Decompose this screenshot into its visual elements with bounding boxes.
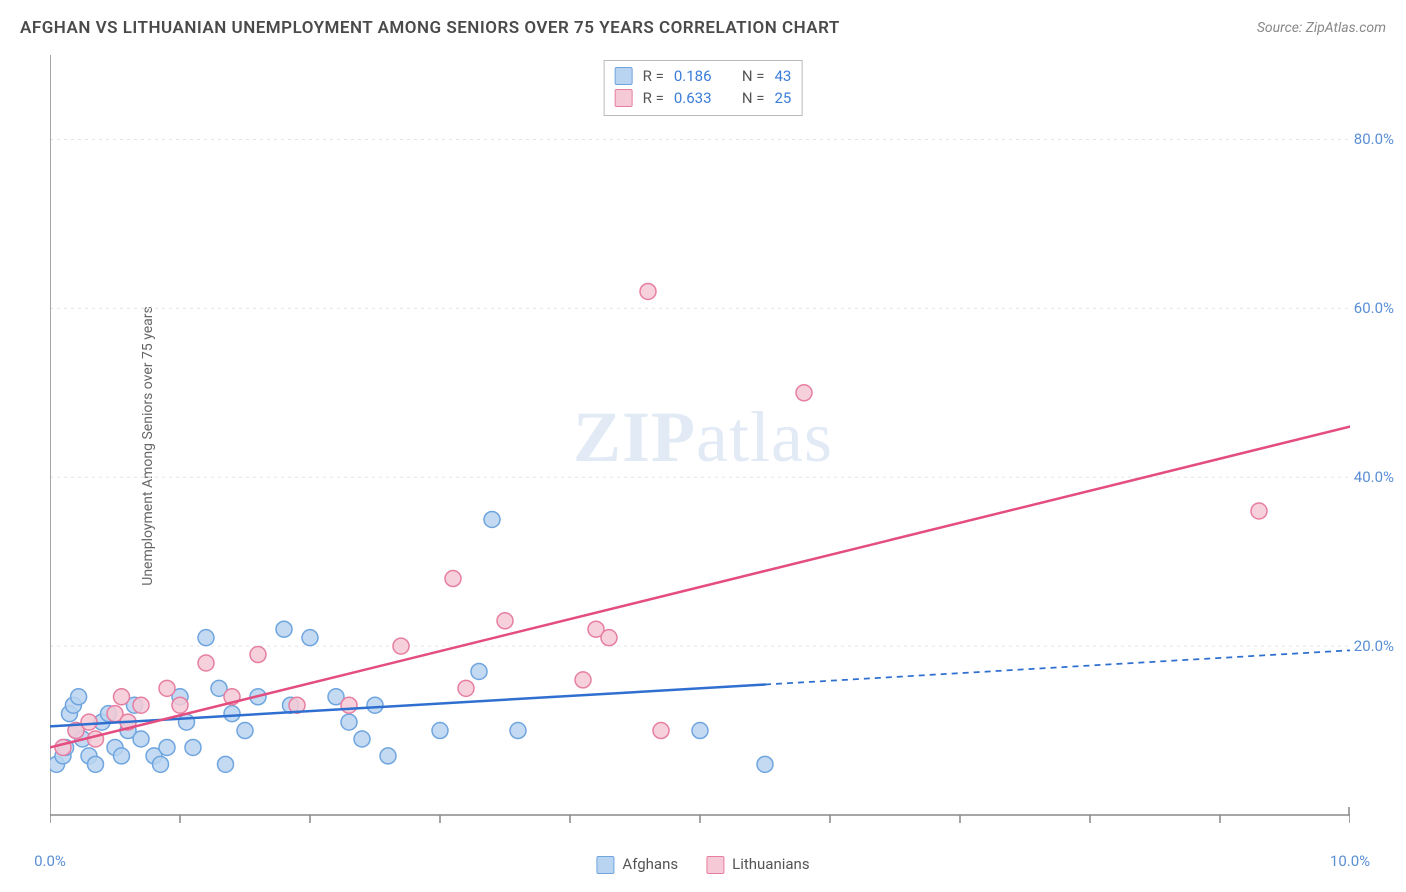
r-label: R = (643, 65, 664, 87)
x-tick-label-right: 10.0% (1330, 852, 1370, 870)
legend-row-afghans: R = 0.186 N = 43 (615, 65, 792, 87)
y-tick-label: 20.0% (1354, 637, 1394, 655)
r-label: R = (643, 87, 664, 109)
chart-title: AFGHAN VS LITHUANIAN UNEMPLOYMENT AMONG … (20, 18, 840, 38)
plot-svg (50, 55, 1350, 835)
n-value-lithuanians: 25 (774, 87, 791, 109)
r-value-lithuanians: 0.633 (674, 87, 726, 109)
legend-item-lithuanians: Lithuanians (706, 855, 809, 874)
n-value-afghans: 43 (774, 65, 791, 87)
swatch-lithuanians-icon (706, 856, 724, 874)
legend-label-afghans: Afghans (622, 855, 678, 873)
y-tick-label: 60.0% (1354, 299, 1394, 317)
swatch-lithuanians (615, 89, 633, 107)
plot-area (50, 55, 1350, 835)
swatch-afghans-icon (596, 856, 614, 874)
source-label: Source: ZipAtlas.com (1257, 20, 1386, 36)
r-value-afghans: 0.186 (674, 65, 726, 87)
legend-row-lithuanians: R = 0.633 N = 25 (615, 87, 792, 109)
legend-label-lithuanians: Lithuanians (732, 855, 809, 873)
n-label: N = (742, 65, 765, 87)
y-tick-label: 40.0% (1354, 468, 1394, 486)
y-tick-label: 80.0% (1354, 130, 1394, 148)
x-tick-label-left: 0.0% (34, 852, 66, 870)
swatch-afghans (615, 67, 633, 85)
legend-item-afghans: Afghans (596, 855, 678, 874)
series-legend: Afghans Lithuanians (596, 855, 809, 874)
chart-container: AFGHAN VS LITHUANIAN UNEMPLOYMENT AMONG … (0, 0, 1406, 892)
correlation-legend: R = 0.186 N = 43 R = 0.633 N = 25 (604, 60, 803, 116)
n-label: N = (742, 87, 765, 109)
